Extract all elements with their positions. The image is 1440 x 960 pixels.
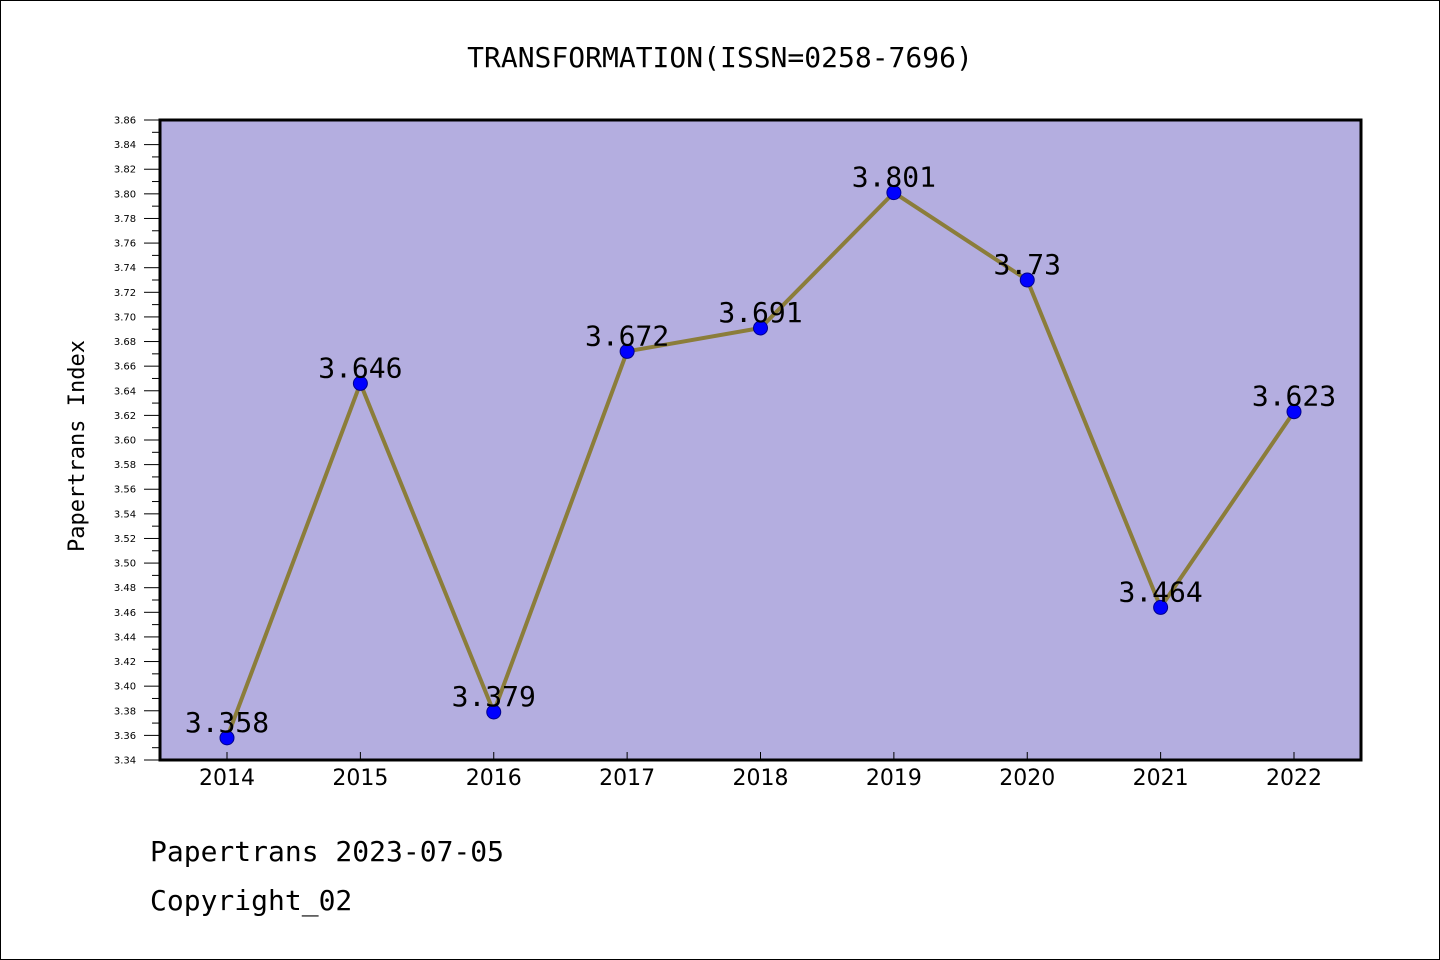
x-tick-label: 2017	[599, 766, 655, 791]
data-label: 3.73	[994, 248, 1061, 281]
x-tick-label: 2014	[199, 766, 255, 791]
data-point	[219, 730, 235, 746]
data-label: 3.672	[585, 319, 669, 352]
data-label: 3.691	[718, 296, 802, 329]
y-tick-label: 3.64	[114, 386, 136, 397]
data-label: 3.801	[852, 161, 936, 194]
y-tick-label: 3.48	[114, 583, 136, 594]
y-tick-label: 3.62	[114, 411, 136, 422]
plot-area	[160, 120, 1361, 760]
y-tick-label: 3.66	[114, 362, 136, 373]
y-axis-label: Papertrans Index	[65, 340, 90, 552]
data-point	[352, 375, 368, 391]
y-tick-label: 3.74	[114, 263, 136, 274]
y-tick-label: 3.36	[114, 731, 136, 742]
data-label: 3.358	[185, 706, 269, 739]
y-tick-label: 3.42	[114, 657, 136, 668]
data-label: 3.646	[318, 351, 402, 384]
plot-border	[158, 118, 1363, 762]
y-tick-label: 3.60	[114, 436, 136, 447]
y-tick-label: 3.52	[114, 534, 136, 545]
data-point	[486, 704, 502, 720]
x-tick-label: 2019	[866, 766, 922, 791]
data-point	[753, 320, 768, 336]
x-tick-label: 2021	[1133, 766, 1189, 791]
y-tick-label: 3.58	[114, 460, 136, 471]
y-axis-ticks: 3.34 3.36 3.38 3.40 3.42 3.44 3.46 3.48 3.50 3.52…	[114, 116, 160, 767]
y-tick-label: 3.86	[114, 116, 136, 127]
footer-copyright: Copyright_02	[150, 884, 353, 917]
data-labels: 3.358 3.646 3.379 3.672 3.691 3.801 3.73 3.464 3…	[185, 161, 1336, 739]
y-tick-label: 3.68	[114, 337, 136, 348]
y-tick-label: 3.72	[114, 288, 136, 299]
x-axis-ticks: 2014 2015 2016 2017 2018 2019 2020 2021 2022	[199, 752, 1322, 791]
y-tick-label: 3.80	[114, 189, 136, 200]
data-label: 3.464	[1118, 575, 1202, 608]
data-label: 3.623	[1252, 380, 1336, 413]
y-tick-label: 3.76	[114, 239, 136, 250]
y-tick-label: 3.34	[114, 756, 136, 767]
data-point	[1019, 272, 1035, 288]
y-tick-label: 3.70	[114, 312, 136, 323]
y-tick-label: 3.82	[114, 165, 136, 176]
x-tick-label: 2018	[733, 766, 789, 791]
y-tick-label: 3.46	[114, 608, 136, 619]
data-point	[1153, 599, 1169, 615]
x-tick-label: 2020	[999, 766, 1055, 791]
data-markers	[219, 185, 1302, 746]
data-point	[886, 185, 902, 201]
y-tick-label: 3.78	[114, 214, 136, 225]
y-tick-label: 3.50	[114, 559, 136, 570]
footer-date: Papertrans 2023-07-05	[150, 835, 505, 868]
y-tick-label: 3.38	[114, 706, 136, 717]
y-tick-label: 3.56	[114, 485, 136, 496]
y-tick-label: 3.44	[114, 632, 136, 643]
x-tick-label: 2022	[1266, 766, 1322, 791]
x-tick-label: 2015	[332, 766, 388, 791]
y-tick-label: 3.54	[114, 509, 136, 520]
data-point	[619, 343, 635, 359]
data-label: 3.379	[452, 680, 536, 713]
chart-title: TRANSFORMATION(ISSN=0258-7696)	[467, 41, 973, 74]
y-tick-label: 3.84	[114, 140, 136, 151]
x-tick-label: 2016	[466, 766, 522, 791]
y-tick-label: 3.40	[114, 682, 136, 693]
data-point	[1286, 404, 1302, 420]
